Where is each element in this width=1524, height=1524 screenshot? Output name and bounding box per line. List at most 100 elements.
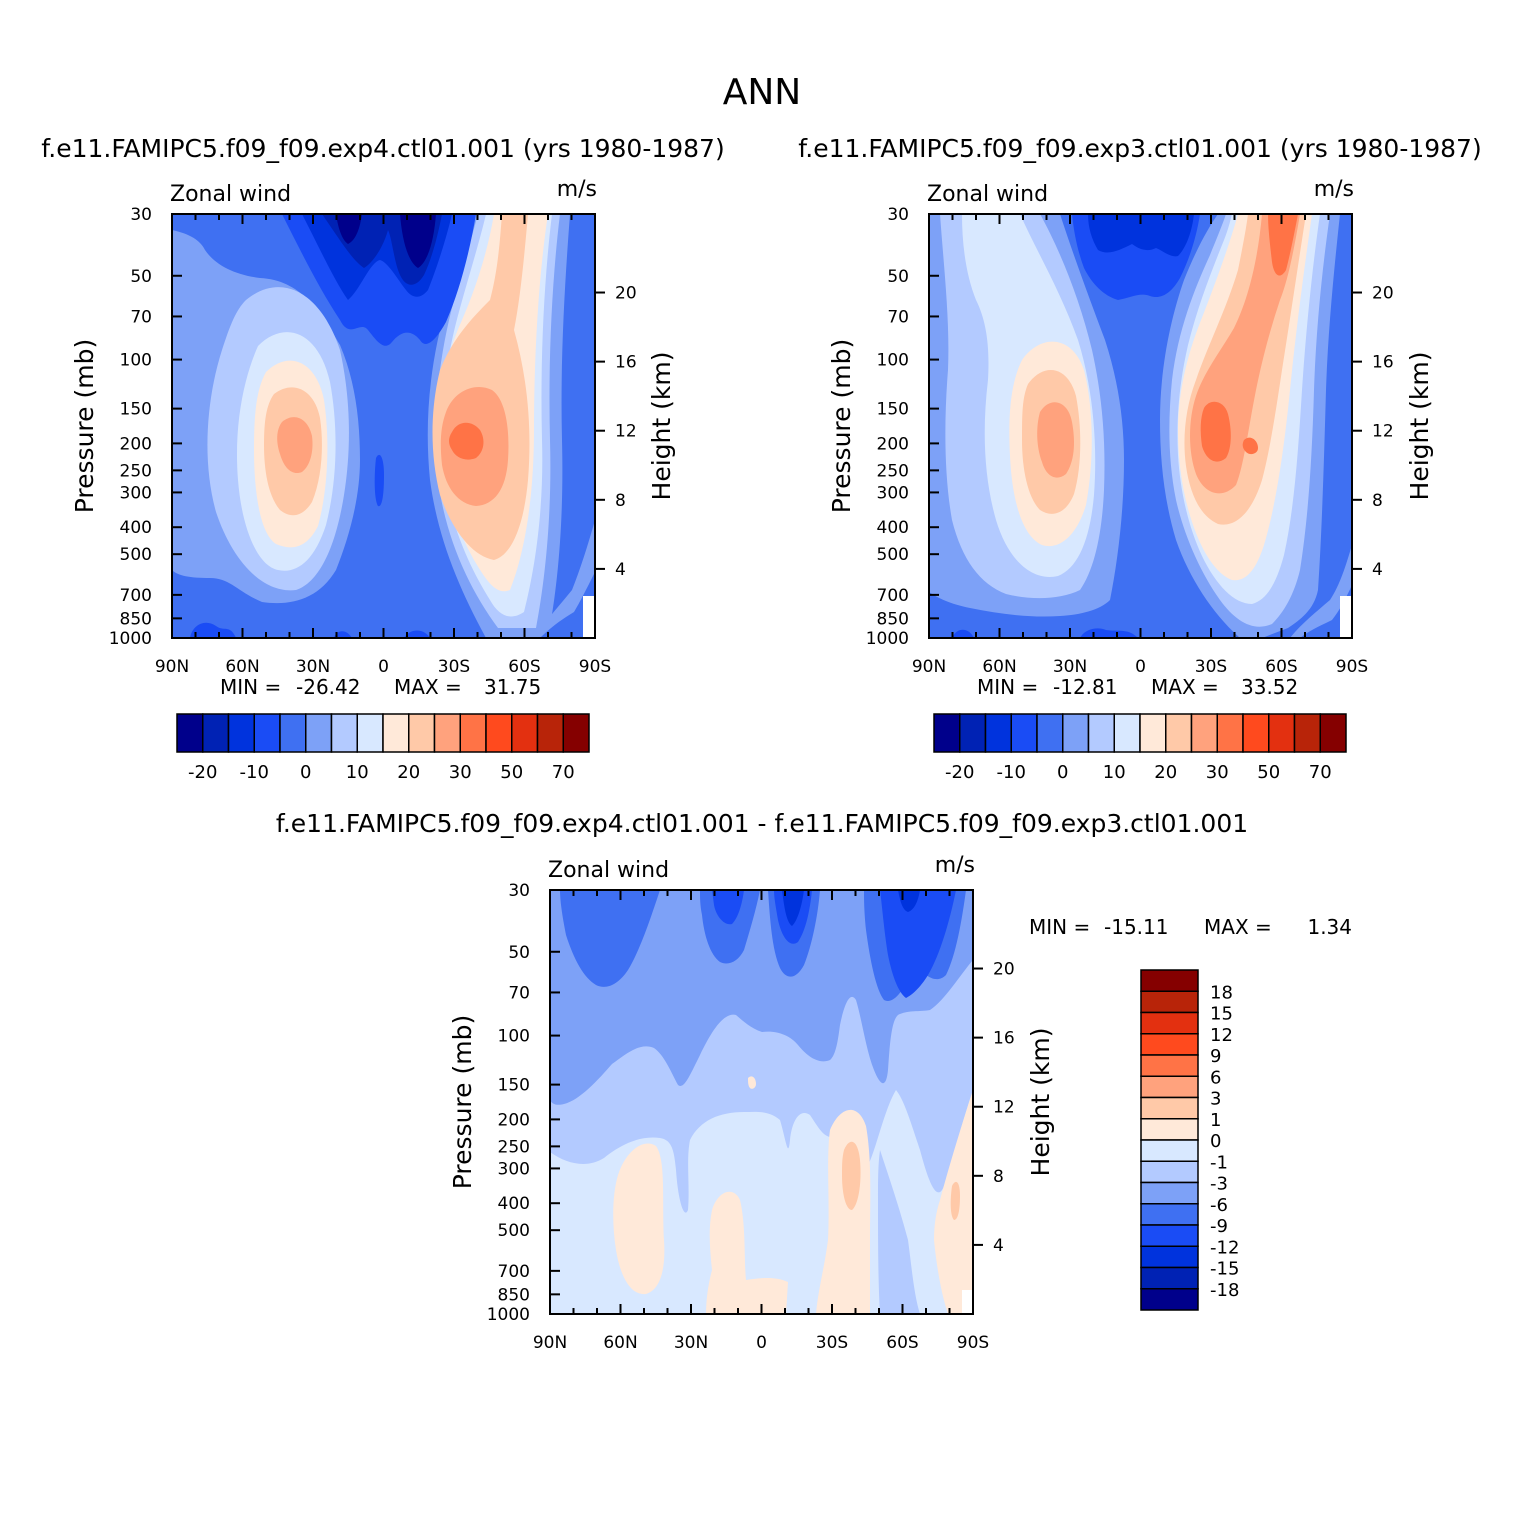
y-tick-label: 500 <box>498 1221 530 1241</box>
colorbar-label: -3 <box>1210 1174 1228 1195</box>
colorbar-label: 15 <box>1210 1004 1233 1025</box>
y-right-tick-label: 20 <box>615 284 637 304</box>
y-axis-label: Pressure (mb) <box>70 339 99 513</box>
colorbar-box <box>1010 713 1038 753</box>
y-tick-label: 100 <box>498 1027 530 1047</box>
y-right-tick-label: 4 <box>993 1236 1004 1256</box>
variable-label: Zonal wind <box>548 858 669 883</box>
colorbar-box <box>1062 713 1090 753</box>
colorbar-box <box>1165 713 1193 753</box>
stats-min-label: MIN = <box>1029 915 1090 939</box>
stats-min-label: MIN = <box>977 675 1038 699</box>
colorbar-box <box>1140 1011 1199 1035</box>
colorbar-box <box>279 713 307 753</box>
y-tick-label: 30 <box>130 205 152 225</box>
y-right-tick-label: 8 <box>993 1167 1004 1187</box>
panel-title: f.e11.FAMIPC5.f09_f09.exp4.ctl01.001 (yr… <box>41 134 724 163</box>
colorbar-label: -1 <box>1210 1152 1228 1173</box>
stats-max-label: MAX = <box>1151 675 1219 699</box>
variable-label: Zonal wind <box>927 182 1048 207</box>
y-axis-label: Pressure (mb) <box>827 339 856 513</box>
y-tick-label: 700 <box>877 586 909 606</box>
y-tick-label: 1000 <box>866 629 909 649</box>
contour-neg-sp-strip <box>878 1150 920 1314</box>
colorbar-label: 20 <box>1154 762 1177 783</box>
colorbar-box <box>933 713 961 753</box>
stats-min-label: MIN = <box>220 675 281 699</box>
colorbar-box <box>1140 1288 1199 1311</box>
colorbar-label: -12 <box>1210 1237 1239 1258</box>
y-tick-label: 50 <box>887 267 909 287</box>
y-tick-label: 850 <box>877 609 909 629</box>
stats-max-value: 33.52 <box>1241 675 1298 699</box>
y-right-tick-label: 8 <box>1372 491 1383 511</box>
colorbar-label: 70 <box>1309 762 1332 783</box>
colorbar-label: -15 <box>1210 1259 1239 1280</box>
panel-diff: f.e11.FAMIPC5.f09_f09.exp4.ctl01.001 - f… <box>276 809 1352 1353</box>
units-label: m/s <box>1314 177 1354 202</box>
colorbar-box <box>1036 713 1064 753</box>
contour-nh-surface <box>952 629 974 638</box>
contour-top-core1 <box>712 890 744 925</box>
y-tick-label: 30 <box>887 205 909 225</box>
x-tick-label: 0 <box>1135 657 1146 677</box>
figure-title: ANN <box>723 72 802 113</box>
y-tick-label: 400 <box>498 1194 530 1214</box>
x-tick-label: 0 <box>378 657 389 677</box>
y-tick-label: 850 <box>498 1285 530 1305</box>
colorbar-label: 10 <box>346 762 369 783</box>
missing-terrain <box>1340 596 1352 638</box>
colorbar-box <box>382 713 410 753</box>
colorbar-box <box>562 713 590 753</box>
colorbar-label: -10 <box>240 762 269 783</box>
y-axis-right-label: Height (km) <box>1026 1028 1055 1177</box>
panel-exp3: f.e11.FAMIPC5.f09_f09.exp3.ctl01.001 (yr… <box>798 134 1481 783</box>
panel-exp4: f.e11.FAMIPC5.f09_f09.exp4.ctl01.001 (yr… <box>41 134 724 783</box>
colorbar-box <box>1140 1033 1199 1056</box>
y-tick-label: 1000 <box>487 1305 530 1325</box>
y-axis-label: Pressure (mb) <box>448 1015 477 1189</box>
x-tick-label: 60S <box>1265 657 1297 677</box>
colorbar-label: -18 <box>1210 1280 1239 1301</box>
y-tick-label: 200 <box>498 1110 530 1130</box>
y-tick-label: 1000 <box>109 629 152 649</box>
x-tick-label: 0 <box>756 1333 767 1353</box>
colorbar: -20 -10 0 10 20 30 50 70 <box>176 713 590 783</box>
y-tick-label: 200 <box>877 434 909 454</box>
y-tick-label: 100 <box>877 351 909 371</box>
contour-nh-core <box>1037 402 1074 478</box>
colorbar-label: 9 <box>1210 1046 1221 1067</box>
colorbar-box <box>1140 1266 1199 1290</box>
y-tick-label: 150 <box>120 400 152 420</box>
contour-island <box>748 1076 756 1089</box>
contour-field <box>550 890 973 1314</box>
y-right-tick-label: 16 <box>1372 353 1394 373</box>
contour-top-core3 <box>880 890 956 998</box>
colorbar-box <box>1140 1181 1199 1205</box>
x-tick-label: 60S <box>508 657 540 677</box>
x-tick-label: 90N <box>912 657 946 677</box>
colorbar-box <box>1293 713 1321 753</box>
axes: 90N 60N 30N 0 30S 60S 90S 30 50 70 100 150 200 250300… <box>866 205 1394 677</box>
stats-max-value: 31.75 <box>484 675 541 699</box>
colorbar-box <box>1140 1203 1199 1226</box>
colorbar-box <box>356 713 384 753</box>
y-tick-label: 150 <box>877 400 909 420</box>
y-tick-label: 50 <box>130 267 152 287</box>
colorbar-box <box>305 713 333 753</box>
colorbar-box <box>1140 1096 1199 1120</box>
y-right-tick-label: 12 <box>1372 422 1394 442</box>
colorbar-label: 50 <box>1257 762 1280 783</box>
colorbar-label: -20 <box>188 762 217 783</box>
y-tick-label: 100 <box>120 351 152 371</box>
colorbar-box <box>1140 1139 1199 1162</box>
contour-field <box>929 214 1352 638</box>
colorbar-label: 12 <box>1210 1025 1233 1046</box>
contour-eq-core-right <box>400 214 436 268</box>
y-tick-label: 50 <box>508 943 530 963</box>
y-tick-label: 150 <box>498 1076 530 1096</box>
y-tick-label: 700 <box>120 586 152 606</box>
y-tick-label: 300 <box>877 483 909 503</box>
y-tick-label: 500 <box>120 545 152 565</box>
colorbar-label: 70 <box>552 762 575 783</box>
